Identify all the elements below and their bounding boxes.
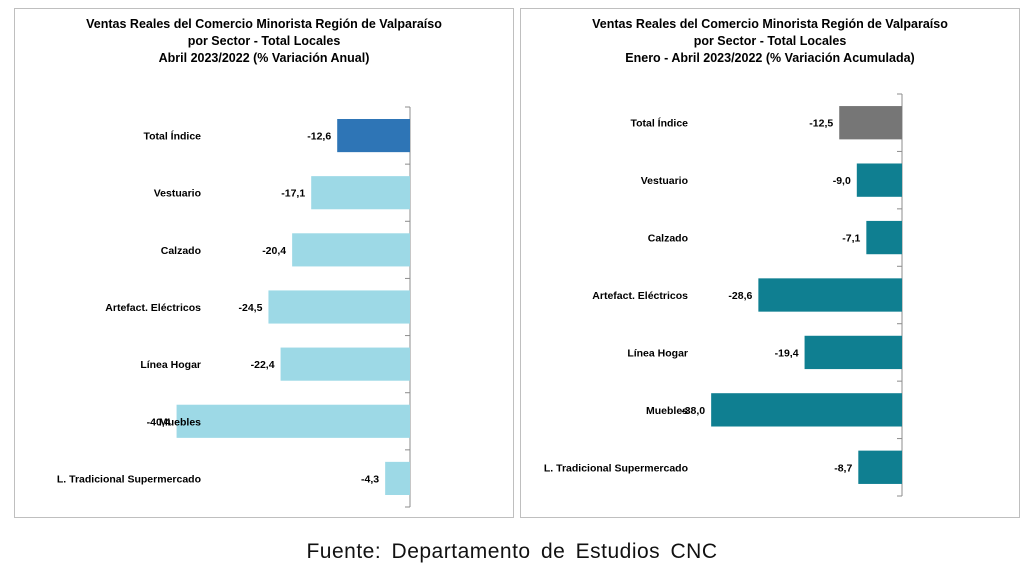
bar <box>711 393 902 427</box>
category-label: Total Índice <box>630 117 688 130</box>
data-label: -9,0 <box>833 175 851 187</box>
category-label: Vestuario <box>154 188 201 200</box>
data-label: -28,6 <box>728 290 752 302</box>
data-label: -12,5 <box>809 118 833 130</box>
chart-panel-cumulative: Ventas Reales del Comercio Minorista Reg… <box>520 8 1020 518</box>
category-label: Artefact. Eléctricos <box>105 302 201 314</box>
category-label: Total Índice <box>143 130 201 143</box>
category-label: L. Tradicional Supermercado <box>57 473 201 485</box>
category-label: Vestuario <box>641 175 688 187</box>
category-label: Muebles <box>159 416 201 428</box>
category-label: Calzado <box>648 233 688 245</box>
chart-title-line-1: Ventas Reales del Comercio Minorista Reg… <box>86 17 442 31</box>
category-label: Muebles <box>646 405 688 417</box>
data-label: -22,4 <box>251 359 275 371</box>
bar <box>176 404 410 438</box>
data-label: -17,1 <box>281 188 305 200</box>
bar <box>856 163 902 197</box>
data-label: -12,6 <box>307 131 331 143</box>
chart-title-line-2: por Sector - Total Locales <box>693 34 847 48</box>
bar <box>804 335 902 370</box>
bar <box>385 461 410 495</box>
data-label: -40,4 <box>147 416 171 428</box>
data-label: -38,0 <box>681 405 705 417</box>
source-note: Fuente: Departamento de Estudios CNC <box>306 540 718 563</box>
chart-title-line-3: Abril 2023/2022 (% Variación Anual) <box>158 51 370 65</box>
data-label: -8,7 <box>834 462 852 474</box>
bar <box>311 176 410 210</box>
bar <box>839 106 902 140</box>
data-label: -4,3 <box>361 473 379 485</box>
bar-chart-cumulative: -12,5 Total Índice -9,0 Vestuario -7,1 Calzad… <box>544 93 903 497</box>
chart-title-line-3: Enero - Abril 2023/2022 (% Variación Acu… <box>625 51 915 65</box>
data-label: -20,4 <box>262 245 286 257</box>
bar <box>758 278 902 312</box>
data-label: -19,4 <box>775 347 799 359</box>
bar <box>292 233 410 267</box>
data-label: -24,5 <box>239 302 263 314</box>
bar <box>268 290 410 324</box>
category-label: Línea Hogar <box>140 359 201 371</box>
data-label: -7,1 <box>842 233 860 245</box>
category-label: Artefact. Eléctricos <box>592 290 688 302</box>
bar <box>280 347 410 381</box>
bar-chart-annual: -12,6 Total Índice -17,1 Vestuario -20,4 Calz… <box>57 106 411 508</box>
chart-title-line-2: por Sector - Total Locales <box>187 34 341 48</box>
category-label: Calzado <box>161 245 201 257</box>
bar <box>858 450 902 484</box>
category-label: L. Tradicional Supermercado <box>544 462 688 474</box>
chart-title: Ventas Reales del Comercio Minorista Reg… <box>521 16 1019 67</box>
chart-panel-annual: Ventas Reales del Comercio Minorista Reg… <box>14 8 514 518</box>
category-label: Línea Hogar <box>627 347 688 359</box>
bar <box>866 220 902 255</box>
bar <box>337 119 410 153</box>
chart-title-line-1: Ventas Reales del Comercio Minorista Reg… <box>592 17 948 31</box>
chart-title: Ventas Reales del Comercio Minorista Reg… <box>15 16 513 67</box>
